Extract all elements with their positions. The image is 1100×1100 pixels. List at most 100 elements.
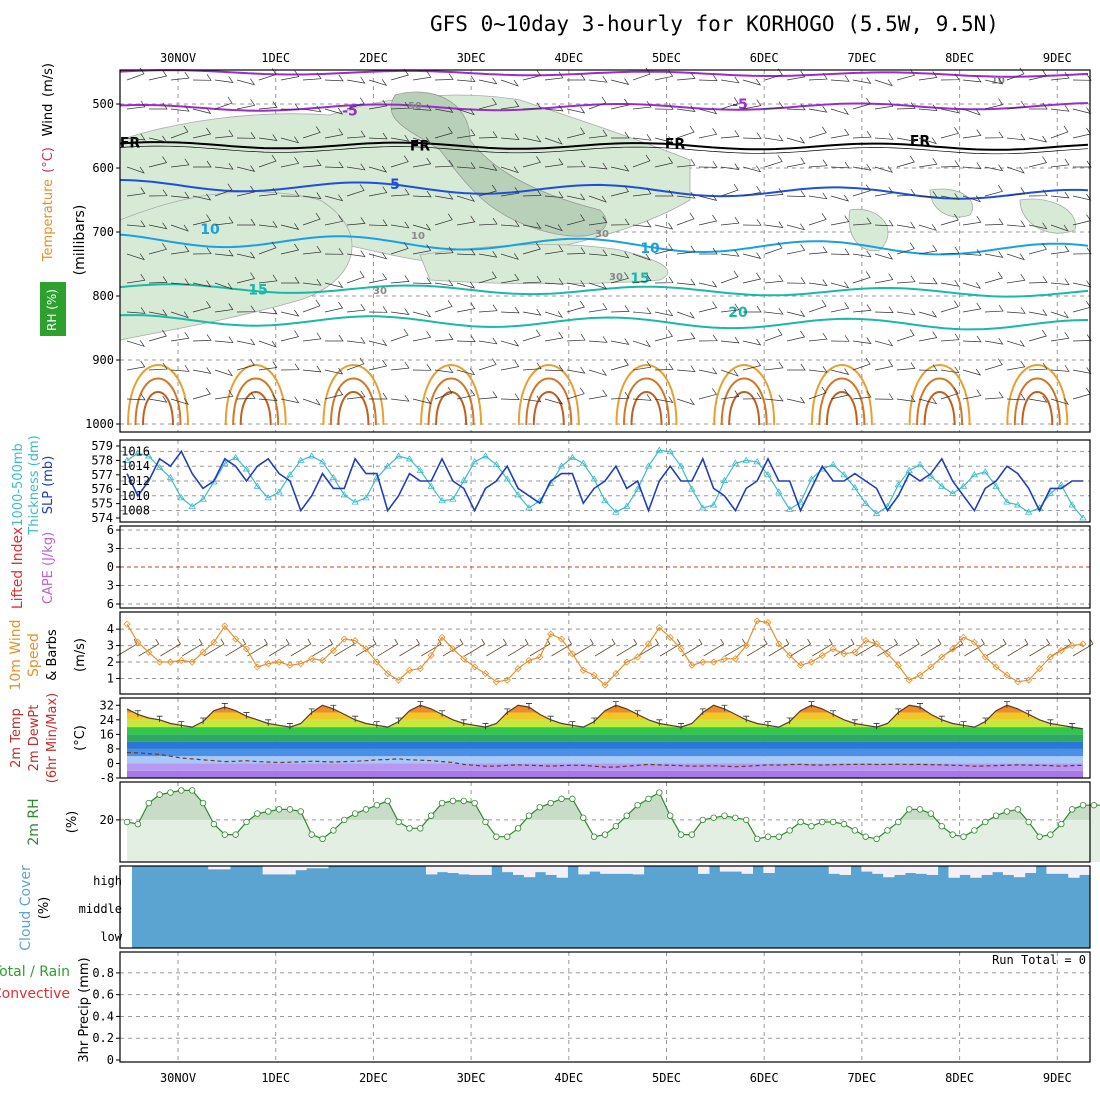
data-point-rh bbox=[645, 795, 652, 803]
wind-barb bbox=[258, 241, 277, 255]
wind-barb bbox=[412, 71, 432, 81]
wind-barb bbox=[940, 213, 959, 226]
data-point-wind bbox=[796, 661, 805, 669]
wind-barb bbox=[852, 217, 872, 226]
wind-barb bbox=[236, 392, 256, 400]
wind-barb-10m bbox=[247, 638, 268, 657]
data-point-rh bbox=[254, 810, 261, 817]
wind-barb bbox=[1006, 133, 1026, 141]
cloud-gap bbox=[219, 866, 231, 870]
data-point-rh bbox=[406, 825, 413, 832]
cloud-gap bbox=[578, 866, 590, 875]
wind-barb bbox=[984, 185, 1003, 197]
wind-barb-10m bbox=[746, 638, 768, 657]
wind-barb bbox=[896, 155, 915, 168]
data-point-wind bbox=[818, 651, 826, 660]
wind-barb bbox=[852, 304, 872, 313]
minmax-marker bbox=[395, 717, 402, 724]
wind-barb bbox=[918, 397, 938, 405]
data-point-thickness bbox=[894, 481, 903, 488]
wind-barb bbox=[787, 363, 806, 371]
bl-temp-contour bbox=[1013, 377, 1061, 426]
wind-barb bbox=[236, 338, 256, 346]
wind-barb bbox=[236, 185, 256, 197]
data-point-wind bbox=[297, 660, 305, 668]
date-label-bottom: 3DEC bbox=[457, 1071, 486, 1085]
data-point-thickness bbox=[709, 501, 718, 508]
date-label-top: 6DEC bbox=[750, 51, 779, 65]
y-label-precip-total: Total / Rain bbox=[0, 964, 70, 980]
y-tick-lifted-index: 6 bbox=[107, 597, 114, 611]
wind-barb bbox=[1072, 301, 1091, 313]
data-point-thickness bbox=[275, 488, 283, 495]
data-point-rh bbox=[558, 795, 565, 803]
minmax-marker bbox=[678, 723, 685, 730]
data-point-rh bbox=[199, 799, 207, 807]
wind-barb-10m bbox=[898, 638, 920, 657]
wind-barb bbox=[588, 369, 608, 376]
wind-barb bbox=[126, 393, 146, 401]
data-point-rh bbox=[134, 820, 142, 828]
wind-barb bbox=[676, 245, 696, 255]
wind-barb bbox=[588, 389, 608, 400]
data-point-thickness bbox=[796, 498, 805, 505]
isotherm-freezing bbox=[119, 141, 1089, 151]
wind-barb bbox=[478, 77, 498, 85]
wind-barb-10m bbox=[1072, 638, 1094, 657]
wind-barb bbox=[830, 335, 850, 342]
contour-label: FR bbox=[910, 133, 931, 149]
bl-temp-contour bbox=[127, 364, 189, 426]
bl-temp-contour bbox=[713, 364, 776, 426]
data-point-thickness bbox=[568, 453, 577, 460]
wind-barb bbox=[500, 166, 519, 174]
wind-barb bbox=[566, 247, 586, 255]
data-point-wind bbox=[959, 633, 968, 641]
wind-barb bbox=[874, 186, 894, 197]
wind-barb bbox=[962, 75, 982, 83]
y-tick-slp: 1010 bbox=[121, 489, 150, 503]
wind-barb bbox=[302, 105, 322, 113]
wind-barb bbox=[632, 154, 651, 168]
data-point-rh bbox=[710, 814, 717, 821]
wind-barb bbox=[170, 311, 189, 319]
wind-barb bbox=[522, 275, 542, 284]
wind-barb bbox=[544, 158, 564, 168]
wind-barb bbox=[346, 357, 365, 371]
data-point-thickness bbox=[862, 499, 870, 506]
wind-barb bbox=[324, 301, 344, 313]
data-point-wind bbox=[655, 623, 663, 632]
wind-barb bbox=[874, 252, 894, 260]
data-point-wind bbox=[373, 658, 381, 666]
minmax-marker bbox=[895, 708, 902, 715]
data-point-wind bbox=[318, 656, 327, 664]
data-point-thickness bbox=[688, 485, 696, 492]
data-point-rh bbox=[949, 831, 956, 838]
wind-barb bbox=[676, 332, 696, 342]
wind-barb bbox=[522, 135, 542, 143]
chart-title: GFS 0~10day 3-hourly for KORHOGO (5.5W, … bbox=[430, 12, 999, 36]
wind-barb bbox=[984, 77, 1004, 85]
contour-label: FR bbox=[665, 137, 686, 153]
wind-barb bbox=[346, 217, 366, 226]
data-point-wind bbox=[395, 676, 403, 684]
wind-barb bbox=[412, 137, 432, 144]
wind-barb bbox=[148, 309, 168, 316]
data-point-thickness bbox=[503, 475, 511, 482]
contour-label: FR bbox=[410, 139, 431, 155]
cloud-gap bbox=[1079, 866, 1091, 875]
y-tick-pressure: 700 bbox=[92, 225, 114, 239]
wind-barb bbox=[610, 185, 630, 197]
wind-barb bbox=[258, 307, 278, 315]
wind-barb bbox=[808, 72, 828, 81]
data-point-wind bbox=[612, 669, 620, 678]
data-point-rh bbox=[514, 825, 522, 832]
wind-barb bbox=[742, 165, 762, 173]
wind-barb bbox=[280, 103, 300, 110]
wind-barb bbox=[852, 337, 872, 344]
data-point-rh bbox=[1047, 831, 1054, 838]
wind-barb bbox=[192, 247, 212, 255]
data-point-wind bbox=[742, 642, 750, 650]
data-point-wind bbox=[699, 658, 707, 666]
wind-barb bbox=[170, 365, 190, 372]
